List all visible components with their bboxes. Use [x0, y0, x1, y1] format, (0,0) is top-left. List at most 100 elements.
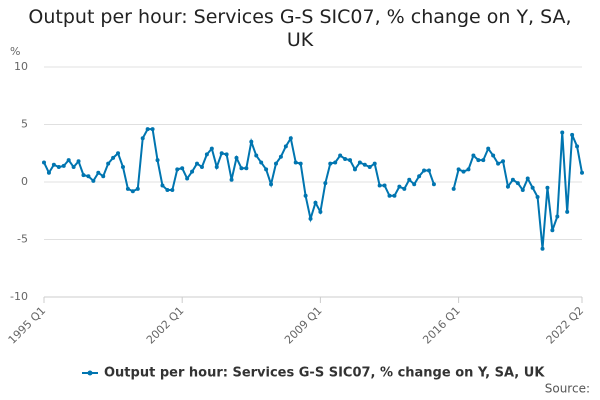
point — [402, 186, 407, 191]
point — [357, 160, 362, 165]
point — [120, 165, 125, 170]
point — [249, 139, 254, 144]
y-tick-label: -5 — [17, 233, 28, 246]
point — [417, 174, 422, 179]
point — [224, 152, 229, 157]
x-tick-label: 2002 Q1 — [144, 304, 187, 347]
point — [545, 185, 550, 190]
point — [56, 165, 61, 170]
point — [165, 188, 170, 193]
point — [372, 161, 377, 166]
point — [318, 209, 323, 214]
point — [106, 161, 111, 166]
point — [76, 159, 81, 164]
point — [145, 127, 150, 132]
point — [387, 193, 392, 198]
point — [293, 160, 298, 165]
point — [269, 182, 274, 187]
point — [520, 188, 525, 193]
point — [150, 127, 155, 132]
point — [86, 174, 91, 179]
point — [195, 161, 200, 166]
x-tick-label: 2022 Q2 — [544, 304, 587, 347]
point — [140, 136, 145, 141]
point — [155, 158, 160, 163]
point — [540, 246, 545, 251]
point — [101, 174, 106, 179]
point — [81, 173, 86, 178]
x-tick-label: 2016 Q1 — [420, 304, 463, 347]
point — [125, 186, 130, 191]
point — [313, 200, 318, 205]
point — [42, 160, 46, 165]
point — [214, 165, 219, 170]
legend-label: Output per hour: Services G-S SIC07, % c… — [104, 366, 545, 381]
point — [46, 170, 51, 175]
source: Source: — [545, 382, 590, 396]
point — [244, 166, 249, 171]
point — [61, 163, 66, 168]
point — [190, 169, 195, 174]
series-line — [43, 128, 583, 249]
point — [505, 184, 510, 189]
chart-title: Output per hour: Services G-S SIC07, % c… — [28, 6, 572, 51]
point — [491, 153, 496, 158]
point — [204, 152, 209, 157]
point — [550, 228, 555, 233]
point — [180, 166, 185, 171]
point — [66, 158, 71, 163]
point — [530, 185, 535, 190]
point — [481, 158, 486, 163]
point — [96, 170, 101, 175]
point — [565, 209, 570, 214]
point — [501, 159, 506, 164]
point — [175, 167, 180, 172]
y-axis-label: % — [10, 45, 20, 58]
point — [343, 157, 348, 161]
point — [397, 184, 402, 189]
point — [219, 151, 224, 156]
point — [412, 182, 417, 187]
point — [476, 158, 481, 163]
point — [51, 162, 56, 167]
point — [91, 178, 96, 183]
point — [560, 130, 565, 135]
point — [278, 154, 283, 159]
point — [160, 183, 165, 188]
point — [422, 168, 427, 173]
point — [456, 167, 461, 172]
point — [525, 176, 530, 181]
y-tick-label: 0 — [21, 175, 28, 188]
point — [308, 216, 313, 221]
point — [273, 161, 278, 166]
point — [111, 155, 116, 160]
point — [555, 214, 560, 219]
point — [283, 144, 288, 149]
point — [451, 186, 456, 191]
point — [298, 161, 303, 166]
point — [199, 165, 204, 170]
point — [185, 176, 190, 181]
point — [229, 177, 234, 182]
point — [580, 170, 584, 175]
point — [116, 151, 121, 156]
point — [209, 146, 214, 151]
point — [486, 146, 491, 151]
point — [510, 177, 515, 182]
x-tick-label: 1995 Q1 — [6, 304, 49, 347]
point — [288, 136, 293, 141]
point — [431, 182, 436, 187]
point — [303, 193, 308, 198]
point — [575, 144, 580, 149]
point — [135, 186, 140, 191]
point — [348, 158, 353, 163]
point — [382, 183, 387, 188]
point — [170, 188, 175, 193]
point — [323, 181, 328, 186]
point — [352, 167, 357, 172]
point — [570, 132, 575, 137]
point — [338, 153, 343, 158]
point — [535, 194, 540, 199]
point — [333, 160, 338, 165]
